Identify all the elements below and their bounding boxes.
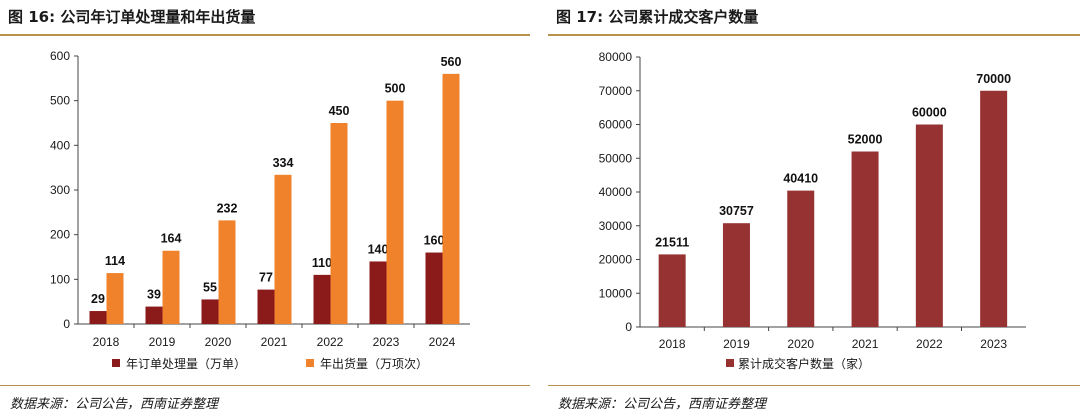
bar-value-label: 140 — [368, 242, 389, 256]
bar-value-label: 39 — [147, 288, 161, 302]
bar-1-0-2 — [787, 190, 815, 327]
chart-title: 图 16: 公司年订单处理量和年出货量 — [8, 8, 256, 26]
bar-value-label: 164 — [161, 232, 182, 246]
y-tick-label: 80000 — [599, 50, 633, 64]
bar-value-label: 52000 — [848, 133, 883, 147]
title-divider — [0, 34, 530, 36]
y-tick-label: 30000 — [599, 219, 633, 233]
bar-1-0-4 — [915, 124, 943, 327]
y-tick-label: 50000 — [599, 151, 633, 165]
legend-label: 年订单处理量（万单） — [126, 357, 246, 371]
y-tick-label: 600 — [50, 49, 70, 63]
legend-swatch — [726, 359, 734, 367]
bar-value-label: 500 — [385, 82, 406, 96]
bar-value-label: 40410 — [783, 172, 818, 186]
x-tick-label: 2021 — [261, 335, 288, 349]
bar-0-1-4 — [330, 123, 348, 324]
x-tick-label: 2020 — [205, 335, 232, 349]
legend-label: 年出货量（万项次） — [320, 356, 428, 371]
x-tick-label: 2023 — [373, 335, 400, 349]
y-tick-label: 60000 — [599, 118, 633, 132]
source-note: 数据来源：公司公告，西南证券整理 — [558, 397, 767, 412]
y-tick-label: 500 — [50, 94, 70, 108]
bar-1-0-1 — [722, 223, 750, 327]
bar-1-0-5 — [980, 90, 1008, 327]
x-tick-label: 2018 — [659, 337, 686, 351]
source-note: 数据来源：公司公告，西南证券整理 — [10, 397, 219, 412]
bar-value-label: 77 — [259, 271, 273, 285]
bar-value-label: 60000 — [912, 106, 947, 120]
y-tick-label: 40000 — [599, 185, 633, 199]
bar-0-0-0 — [89, 311, 107, 324]
bar-value-label: 55 — [203, 280, 217, 294]
bar-0-0-2 — [201, 299, 219, 324]
bar-0-1-6 — [442, 73, 460, 324]
bar-value-label: 21511 — [655, 235, 689, 249]
y-tick-label: 100 — [50, 272, 70, 286]
bar-chart-customers: 0 10000 20000 30000 40000 50000 60000 70000 8000… — [599, 50, 1026, 371]
y-tick-label: 70000 — [599, 84, 633, 98]
y-tick-label: 20000 — [599, 253, 633, 267]
bar-0-0-6 — [425, 252, 443, 324]
x-tick-label: 2024 — [429, 335, 456, 349]
bar-0-0-3 — [257, 289, 275, 324]
x-tick-label: 2022 — [916, 337, 943, 351]
bar-value-label: 334 — [273, 156, 294, 170]
bar-value-label: 232 — [217, 201, 238, 215]
y-tick-label: 200 — [50, 228, 70, 242]
y-tick-label: 400 — [50, 138, 70, 152]
x-tick-label: 2020 — [787, 337, 814, 351]
bar-value-label: 29 — [91, 292, 105, 306]
y-tick-label: 0 — [63, 317, 70, 331]
source-divider — [0, 385, 530, 386]
bar-value-label: 30757 — [719, 204, 754, 218]
bar-chart-orders-shipments: 0 100 200 300 400 500 600 2018 29 114 2019 39 164 202… — [50, 49, 470, 371]
bar-value-label: 114 — [105, 254, 125, 268]
y-tick-label: 10000 — [599, 286, 633, 300]
x-tick-label: 2023 — [980, 337, 1007, 351]
legend-swatch — [306, 359, 314, 367]
y-tick-label: 300 — [50, 183, 70, 197]
x-tick-label: 2021 — [852, 337, 879, 351]
legend-swatch — [112, 359, 120, 367]
y-tick-label: 0 — [625, 320, 632, 334]
bar-0-0-4 — [313, 274, 331, 324]
bar-1-0-0 — [658, 254, 686, 327]
bar-0-1-1 — [162, 250, 180, 324]
bar-0-0-1 — [145, 306, 163, 324]
x-tick-label: 2022 — [317, 335, 344, 349]
legend-label: 累计成交客户数量（家） — [738, 356, 870, 371]
x-tick-label: 2018 — [93, 335, 120, 349]
title-divider — [548, 34, 1080, 36]
bar-0-0-5 — [369, 261, 387, 324]
chart-panel-orders-shipments: 图 16: 公司年订单处理量和年出货量 0 100 200 300 400 500 600 2… — [0, 0, 530, 416]
bar-value-label: 70000 — [976, 72, 1011, 86]
x-tick-label: 2019 — [723, 337, 750, 351]
bar-1-0-3 — [851, 151, 879, 327]
bar-0-1-0 — [106, 273, 124, 324]
chart-title: 图 17: 公司累计成交客户数量 — [556, 8, 759, 26]
bar-value-label: 450 — [329, 104, 350, 118]
bar-0-1-3 — [274, 174, 292, 324]
bar-0-1-2 — [218, 220, 236, 324]
x-tick-label: 2019 — [149, 335, 176, 349]
bar-0-1-5 — [386, 100, 404, 325]
bar-value-label: 560 — [441, 55, 462, 69]
source-divider — [548, 385, 1080, 386]
bar-value-label: 160 — [424, 234, 445, 248]
chart-panel-customers: 图 17: 公司累计成交客户数量 0 10000 20000 30000 40000 50… — [548, 0, 1080, 416]
bar-value-label: 110 — [312, 256, 332, 270]
